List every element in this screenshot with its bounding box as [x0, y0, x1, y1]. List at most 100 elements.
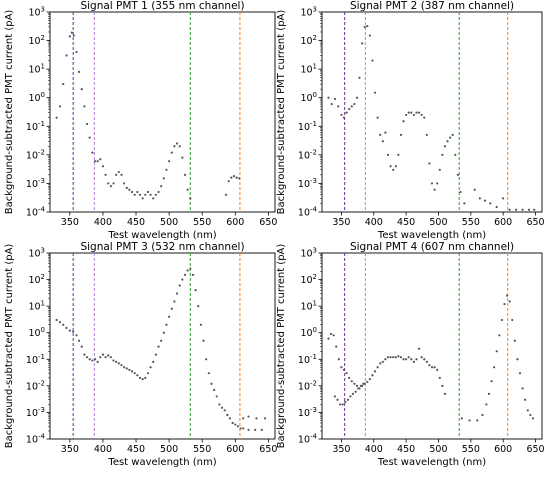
data-point [333, 97, 337, 101]
data-point [152, 360, 155, 363]
data-point [529, 413, 532, 417]
data-point [329, 332, 333, 336]
data-point [371, 374, 374, 377]
data-point [128, 188, 131, 191]
y-tick-label: 10-2 [26, 148, 45, 161]
panel-pmt4: Signal PMT 4 (607 nm channel) Test wavel… [276, 241, 545, 468]
data-point [138, 193, 142, 196]
data-point [490, 380, 493, 383]
data-point [415, 111, 418, 114]
x-axis-label: Test wavelength (nm) [377, 457, 486, 468]
data-point [399, 356, 403, 359]
data-point [511, 318, 514, 322]
data-point [521, 387, 524, 390]
data-point [410, 358, 413, 361]
data-point [70, 31, 73, 34]
data-points [327, 294, 535, 422]
y-tick-label: 10-4 [26, 433, 46, 446]
y-tick-label: 10-2 [26, 379, 45, 392]
data-point [357, 387, 360, 390]
data-point [93, 358, 97, 361]
data-point [88, 136, 91, 139]
plot-frame [49, 11, 276, 213]
data-point [88, 358, 91, 361]
y-axis-label: Background-subtracted PMT current (pA) [276, 244, 287, 449]
data-point [358, 76, 361, 79]
data-point [242, 427, 245, 430]
data-point [454, 153, 457, 156]
x-tick-label: 350 [61, 444, 79, 455]
data-point [138, 376, 142, 379]
data-point [345, 372, 348, 375]
data-point [384, 131, 387, 134]
data-point [389, 356, 392, 359]
data-point [373, 370, 377, 373]
data-point [78, 70, 81, 74]
data-point [207, 372, 210, 375]
data-point [210, 382, 213, 385]
data-point [376, 366, 379, 369]
panel-title: Signal PMT 4 (607 nm channel) [350, 241, 514, 253]
x-tick-label: 400 [365, 444, 383, 455]
data-point [415, 358, 418, 361]
data-point [336, 398, 339, 401]
data-point [112, 182, 115, 185]
y-tick-label: 10-4 [26, 206, 46, 219]
data-point [125, 367, 128, 370]
data-point [170, 307, 173, 310]
x-tick-label: 450 [127, 444, 145, 455]
data-point [83, 105, 86, 108]
data-point [218, 403, 221, 406]
data-point [68, 35, 71, 38]
y-tick-label: 10-4 [298, 433, 318, 446]
data-point [483, 199, 487, 202]
data-point [115, 173, 118, 176]
data-point [428, 162, 431, 165]
x-tick-label: 500 [429, 444, 447, 455]
data-point [425, 133, 428, 136]
data-point [381, 140, 384, 143]
x-tick-label: 550 [462, 444, 480, 455]
data-point [175, 292, 179, 295]
data-point [412, 360, 415, 363]
panel-title: Signal PMT 3 (532 nm channel) [80, 241, 244, 253]
data-point [386, 356, 390, 359]
data-point [128, 368, 131, 371]
x-tick-label: 550 [193, 444, 211, 455]
data-point [80, 88, 83, 91]
x-tick-label: 450 [397, 217, 415, 228]
data-point [191, 273, 195, 276]
data-point [194, 289, 197, 292]
data-point [181, 278, 184, 281]
data-point [120, 173, 123, 176]
data-point [425, 360, 428, 363]
data-point [417, 347, 421, 350]
data-point [183, 173, 187, 176]
x-tick-label: 400 [365, 217, 383, 228]
x-tick-label: 600 [494, 217, 512, 228]
data-point [353, 102, 356, 106]
data-point [379, 362, 382, 365]
data-point [255, 417, 258, 420]
data-point [247, 428, 250, 432]
axis-ticks: 350 400 450 500 550 600 650 10-4 10-3 10-2 10-1 100… [298, 6, 545, 229]
data-point [502, 197, 505, 200]
data-point [430, 182, 434, 185]
data-point [456, 173, 459, 176]
y-tick-label: 100 [300, 91, 317, 104]
x-axis-label: Test wavelength (nm) [377, 230, 486, 241]
data-point [508, 300, 511, 303]
data-point [348, 376, 351, 379]
data-point [231, 421, 234, 425]
data-point [420, 113, 423, 117]
x-tick-label: 550 [193, 217, 211, 228]
y-axis-label: Background-subtracted PMT current (pA) [4, 10, 15, 215]
y-tick-label: 10-3 [298, 406, 317, 419]
data-point [99, 356, 102, 359]
data-point [215, 395, 218, 398]
y-tick-label: 103 [28, 6, 45, 19]
data-point [487, 392, 491, 395]
data-point [433, 366, 436, 369]
data-point [235, 176, 238, 179]
x-tick-label: 450 [397, 444, 415, 455]
